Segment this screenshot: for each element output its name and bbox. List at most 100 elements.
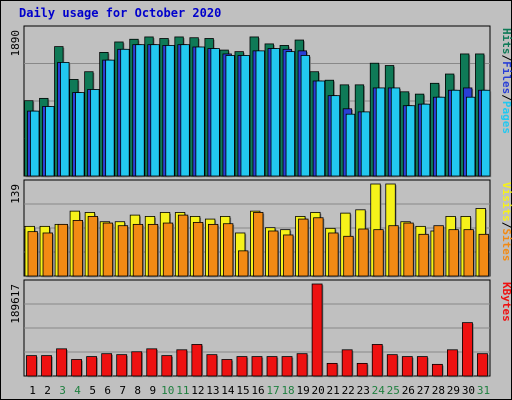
- kbytes-bar: [71, 359, 82, 377]
- sites-bar: [162, 222, 174, 277]
- x-tick-label: 17: [266, 384, 279, 397]
- sites-bar: [253, 212, 264, 277]
- legend-right: Hits/Files/Pages: [500, 28, 512, 134]
- pages-bar: [30, 110, 40, 177]
- sites-bar: [87, 216, 99, 277]
- pages-bar: [45, 106, 55, 177]
- sites-bar: [388, 225, 399, 277]
- sites-bar: [298, 218, 309, 277]
- kbytes-bar: [176, 349, 188, 377]
- kbytes-bar: [281, 356, 293, 377]
- legend-hits: Hits: [500, 28, 512, 55]
- pages-bar: [150, 44, 160, 177]
- x-tick-label: 1: [29, 384, 36, 397]
- x-tick-label: 18: [281, 384, 294, 397]
- x-tick-label: 29: [447, 384, 460, 397]
- legend-pages: Pages: [500, 101, 512, 134]
- sites-bar: [192, 221, 204, 277]
- sites-bar: [373, 229, 384, 277]
- sites-bar: [463, 229, 474, 277]
- sites-bar: [117, 225, 129, 277]
- sites-bar: [72, 220, 83, 277]
- kbytes-bar: [26, 355, 37, 377]
- sites-bar: [478, 233, 489, 277]
- pages-bar: [255, 50, 265, 177]
- kbytes-bar: [431, 363, 443, 377]
- pages-bar: [60, 62, 70, 177]
- kbytes-bar: [341, 349, 353, 377]
- sites-bar: [27, 231, 38, 277]
- x-tick-label: 3: [59, 384, 66, 397]
- legend-sites: Sites: [500, 228, 512, 261]
- sites-bar: [268, 230, 279, 277]
- legend-right: KBytes: [500, 282, 512, 322]
- sites-bar: [433, 225, 444, 277]
- kbytes-bar: [236, 356, 248, 377]
- kbytes-bar: [221, 359, 233, 377]
- kbytes-bar: [401, 356, 413, 377]
- sites-bar: [403, 222, 414, 277]
- kbytes-bar: [386, 354, 398, 377]
- sites-bar: [328, 232, 339, 277]
- x-tick-label: 16: [251, 384, 264, 397]
- kbytes-bar: [447, 349, 458, 377]
- x-tick-label: 6: [104, 384, 111, 397]
- x-tick-label: 15: [236, 384, 249, 397]
- x-tick-label: 26: [402, 384, 415, 397]
- x-tick-label: 7: [119, 384, 126, 397]
- sites-bar: [223, 223, 234, 277]
- x-tick-label: 19: [296, 384, 309, 397]
- pages-bar: [481, 89, 491, 177]
- sites-bar: [448, 229, 459, 277]
- kbytes-bar: [131, 351, 143, 377]
- panel-2: 139 Visits/Sites: [9, 179, 512, 278]
- pages-bar: [135, 44, 145, 177]
- pages-bar: [390, 87, 401, 177]
- kbytes-bar: [311, 283, 323, 377]
- x-tick-label: 2: [44, 384, 51, 397]
- x-tick-label: 23: [357, 384, 370, 397]
- kbytes-bar: [251, 356, 263, 377]
- pages-bar: [120, 48, 130, 177]
- x-tick-label: 8: [134, 384, 141, 397]
- x-tick-label: 25: [387, 384, 400, 397]
- sites-bar: [238, 250, 249, 277]
- kbytes-bar: [56, 348, 67, 377]
- pages-bar: [285, 51, 295, 177]
- kbytes-bar: [146, 348, 158, 377]
- x-tick-label: 4: [74, 384, 81, 397]
- x-tick-label: 31: [477, 384, 490, 397]
- pages-bar: [315, 80, 326, 177]
- kbytes-bar: [206, 354, 218, 377]
- sites-bar: [42, 232, 53, 277]
- pages-bar: [75, 92, 85, 177]
- pages-bar: [375, 87, 386, 177]
- kbytes-bar: [296, 353, 308, 377]
- x-tick-label: 9: [149, 384, 156, 397]
- sites-bar: [313, 217, 324, 277]
- y-max-label: 1890: [9, 30, 22, 57]
- sites-bar: [283, 234, 294, 277]
- pages-bar: [300, 55, 310, 177]
- kbytes-bar: [356, 362, 368, 377]
- kbytes-bar: [191, 344, 203, 377]
- x-tick-label: 5: [89, 384, 96, 397]
- kbytes-bar: [161, 355, 173, 377]
- kbytes-bar: [116, 354, 128, 377]
- kbytes-bar: [266, 356, 278, 377]
- sites-bar: [418, 233, 429, 277]
- sites-bar: [358, 228, 369, 277]
- x-tick-label: 20: [312, 384, 325, 397]
- kbytes-bar: [462, 322, 473, 377]
- x-tick-label: 22: [342, 384, 355, 397]
- x-tick-label: 14: [221, 384, 235, 397]
- kbytes-bar: [86, 356, 98, 377]
- kbytes-bar: [326, 362, 338, 377]
- pages-bar: [360, 111, 371, 177]
- pages-bar: [105, 59, 115, 177]
- kbytes-bar: [101, 353, 113, 377]
- x-tick-label: 10: [161, 384, 174, 397]
- x-tick-label: 24: [372, 384, 386, 397]
- sites-bar: [132, 223, 144, 277]
